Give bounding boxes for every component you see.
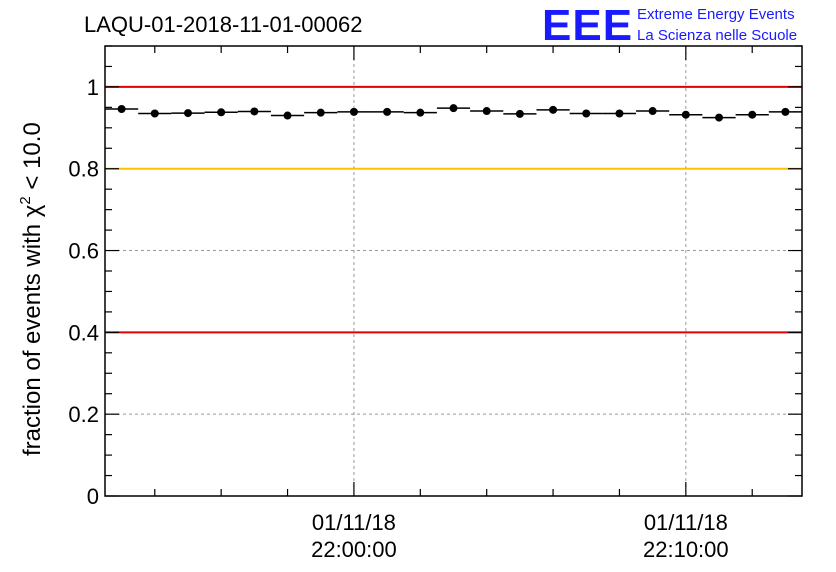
data-point <box>117 105 126 113</box>
eee-logo: EEE Extreme Energy Events La Scienza nel… <box>542 1 797 50</box>
data-point <box>316 108 325 117</box>
data-point <box>150 109 159 118</box>
data-point <box>515 109 524 118</box>
logo-eee-text: EEE <box>542 1 633 50</box>
y-tick-label: 1 <box>87 75 99 100</box>
chart-title: LAQU-01-2018-11-01-00062 <box>84 12 362 37</box>
data-point <box>748 110 757 119</box>
y-tick-label: 0.6 <box>68 239 99 264</box>
x-tick-label-time: 22:00:00 <box>311 537 397 562</box>
data-point <box>582 109 591 118</box>
logo-line-1: Extreme Energy Events <box>637 6 795 23</box>
plot-frame-rect <box>104 45 803 497</box>
plot-frame <box>104 45 803 497</box>
y-tick-label: 0.2 <box>68 402 99 427</box>
logo-line-2: La Scienza nelle Scuole <box>637 27 797 44</box>
data-point <box>648 107 657 116</box>
data-point <box>615 109 624 118</box>
data-series <box>105 104 802 122</box>
y-axis-label: fraction of events with χ2 < 10.0 <box>17 122 46 456</box>
data-point <box>383 107 392 116</box>
x-tick-label-time: 22:10:00 <box>643 537 729 562</box>
x-tick-label-date: 01/11/18 <box>312 510 396 535</box>
tick-labels: 00.20.40.60.8101/11/1822:00:0001/11/1822… <box>68 75 728 562</box>
x-tick-label-date: 01/11/18 <box>644 510 728 535</box>
data-point <box>681 110 690 119</box>
data-point <box>781 107 790 116</box>
reference-lines <box>105 85 802 334</box>
y-axis-label-prefix: fraction of events with <box>19 217 46 456</box>
grid-layer <box>105 46 802 496</box>
y-tick-label: 0.4 <box>68 320 99 345</box>
data-point <box>482 107 491 116</box>
data-point <box>416 108 425 117</box>
y-tick-label: 0.8 <box>68 157 99 182</box>
data-point <box>349 107 358 116</box>
data-point <box>250 107 259 116</box>
y-axis-label-chi: χ <box>19 204 46 217</box>
data-point <box>183 109 192 118</box>
data-point <box>283 111 292 120</box>
data-point <box>715 113 724 122</box>
axis-ticks <box>105 45 802 497</box>
data-point <box>549 105 558 114</box>
y-axis-label-exp: 2 <box>17 196 34 204</box>
y-tick-label: 0 <box>87 484 99 509</box>
data-point <box>217 108 226 117</box>
y-axis-label-suffix: < 10.0 <box>19 122 46 196</box>
data-point <box>449 104 458 113</box>
